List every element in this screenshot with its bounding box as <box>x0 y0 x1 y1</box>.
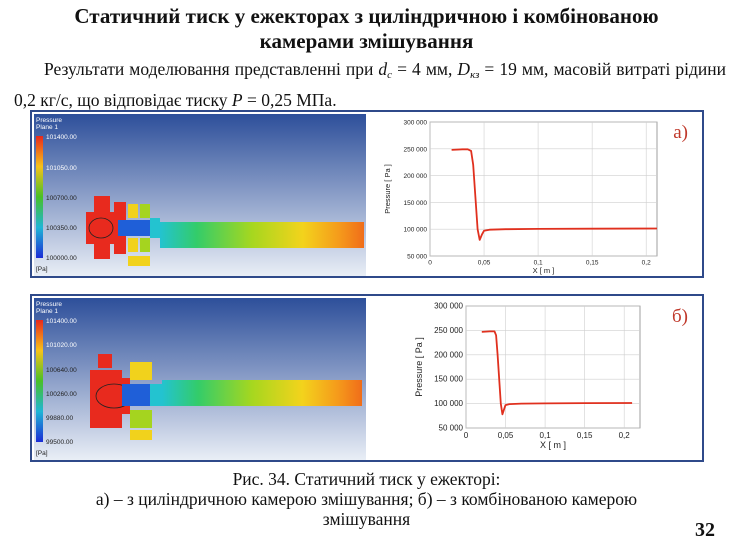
y-tick-label: 50 000 <box>439 424 464 433</box>
legend-color-bar <box>36 320 43 442</box>
caption-line-2: а) – з циліндричною камерою змішування; … <box>95 489 638 509</box>
plot-area <box>465 305 641 429</box>
p-value: = 0,25 МПа. <box>242 90 337 110</box>
cfd-contour-a: Pressure Plane 1 101400.00 101050.00 100… <box>34 114 366 276</box>
intro-text-1: Результати моделювання представленні при <box>44 59 379 79</box>
y-tick-label: 300 000 <box>404 120 428 127</box>
x-axis-label: X [ m ] <box>533 266 555 275</box>
y-tick-label: 100 000 <box>404 227 428 234</box>
dc-symbol: d <box>378 59 388 79</box>
pressure-chart-a: 50 000 100 000 150 000 200 000 250 000 300 00… <box>383 120 658 275</box>
pressure-chart-b: 50 000 100 000 150 000 200 000 250 000 300 00… <box>414 302 641 450</box>
legend-tick: 101400.00 <box>46 134 77 141</box>
legend-tick: 100640.00 <box>46 367 77 374</box>
intro-paragraph: Результати моделювання представленні при… <box>14 57 726 113</box>
slide-title: Статичний тиск у ежекторах з циліндрично… <box>20 4 713 54</box>
dc-value: = 4 мм, <box>392 59 458 79</box>
legend-tick: 100700.00 <box>46 195 77 202</box>
legend-tick: 99500.00 <box>46 439 73 446</box>
legend-color-bar <box>36 136 43 258</box>
dk-subscript: кз <box>470 69 480 81</box>
y-tick-label: 100 000 <box>434 399 463 408</box>
x-tick-label: 0,1 <box>540 431 552 440</box>
dk-symbol: D <box>457 59 471 79</box>
legend-title-2: Plane 1 <box>36 308 58 315</box>
y-axis-label: Pressure [ Pa ] <box>383 164 392 214</box>
legend-tick: 100000.00 <box>46 255 77 262</box>
ejector-geometry <box>86 196 364 266</box>
y-tick-label: 50 000 <box>407 254 427 261</box>
legend-title-2: Plane 1 <box>36 124 58 131</box>
legend-tick: 101020.00 <box>46 342 77 349</box>
legend-unit: [Pa] <box>36 450 48 457</box>
caption-line-1: Рис. 34. Статичний тиск у ежекторі: <box>232 469 501 489</box>
legend-tick: 99880.00 <box>46 415 73 422</box>
y-tick-label: 200 000 <box>404 173 428 180</box>
y-tick-label: 300 000 <box>434 302 463 311</box>
ejector-geometry <box>90 354 362 440</box>
x-axis-label: X [ m ] <box>540 440 566 450</box>
y-tick-label: 250 000 <box>434 326 463 335</box>
x-tick-label: 0 <box>464 431 469 440</box>
y-axis-label: Pressure [ Pa ] <box>414 337 424 397</box>
p-symbol: P <box>231 90 243 110</box>
cfd-contour-b: Pressure Plane 1 101400.00 101020.00 100… <box>34 298 366 460</box>
x-tick-label: 0,1 <box>534 260 543 267</box>
y-tick-label: 150 000 <box>434 375 463 384</box>
panel-label-a: а) <box>673 122 688 143</box>
x-tick-label: 0 <box>428 260 432 267</box>
x-tick-label: 0,15 <box>577 431 593 440</box>
series-line <box>481 330 633 416</box>
legend-title-1: Pressure <box>36 301 62 308</box>
slide-title-line-1: Статичний тиск у ежекторах з циліндрично… <box>74 4 659 28</box>
figure-panel-b: Pressure Plane 1 101400.00 101020.00 100… <box>30 294 704 462</box>
x-tick-label: 0,05 <box>498 431 514 440</box>
figure-panel-a: Pressure Plane 1 101400.00 101050.00 100… <box>30 110 704 278</box>
legend-tick: 101400.00 <box>46 318 77 325</box>
x-tick-label: 0,2 <box>619 431 631 440</box>
dc-subscript: c <box>387 69 393 81</box>
x-tick-label: 0,2 <box>642 260 651 267</box>
page-number: 32 <box>695 519 715 541</box>
legend-title-1: Pressure <box>36 117 62 124</box>
plot-area <box>429 121 658 257</box>
y-tick-label: 250 000 <box>404 146 428 153</box>
legend-tick: 101050.00 <box>46 165 77 172</box>
slide-title-line-2: камерами змішування <box>259 29 474 53</box>
legend-tick: 100260.00 <box>46 391 77 398</box>
x-tick-label: 0,15 <box>586 260 599 267</box>
panel-label-b: б) <box>672 306 688 327</box>
y-tick-label: 200 000 <box>434 350 463 359</box>
series-line <box>451 148 658 241</box>
legend-tick: 100350.00 <box>46 225 77 232</box>
y-tick-label: 150 000 <box>404 200 428 207</box>
caption-line-3: змішування <box>322 509 411 529</box>
x-tick-label: 0,05 <box>478 260 491 267</box>
dk-value: = 19 мм, масовій витраті рідини 0,2 кг/с… <box>14 59 726 110</box>
figure-caption: Рис. 34. Статичний тиск у ежекторі: а) –… <box>20 469 713 529</box>
legend-unit: [Pa] <box>36 266 48 273</box>
